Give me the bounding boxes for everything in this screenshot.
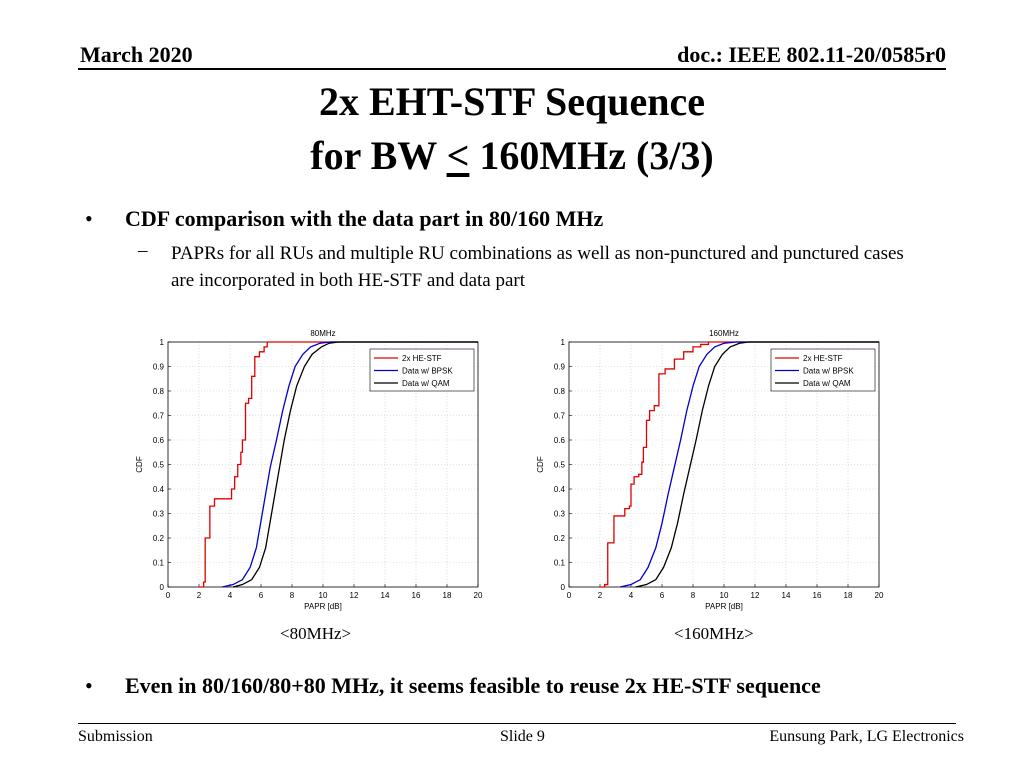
- legend-entry: Data w/ BPSK: [402, 367, 453, 376]
- x-tick-label: 6: [259, 591, 264, 600]
- y-tick-label: 0.1: [153, 559, 165, 568]
- y-tick-label: 0.8: [153, 387, 165, 396]
- y-tick-label: 0.1: [554, 559, 566, 568]
- caption-160mhz: <160MHz>: [674, 624, 754, 643]
- y-tick-label: 0.9: [554, 363, 566, 372]
- y-axis-label: CDF: [135, 456, 144, 473]
- y-tick-label: 1: [160, 338, 165, 347]
- y-tick-label: 0: [160, 583, 165, 592]
- y-tick-label: 0.2: [554, 534, 566, 543]
- y-tick-label: 0.6: [153, 436, 165, 445]
- title-suffix: 160MHz (3/3): [469, 133, 714, 178]
- sub-bullet-marker: –: [138, 240, 148, 261]
- bullet-marker-1: •: [85, 206, 93, 231]
- bullet-feasibility: Even in 80/160/80+80 MHz, it seems feasi…: [125, 673, 821, 698]
- legend-entry: 2x HE-STF: [803, 354, 843, 363]
- cdf-chart-160mhz: 160MHz 0 2 4 6 8 10 12 14 16 18 20 0 0.1 0.2 0.3 0.4 0.5 0…: [536, 329, 884, 611]
- x-tick-label: 16: [813, 591, 822, 600]
- y-tick-label: 0.5: [153, 461, 165, 470]
- x-tick-label: 4: [228, 591, 233, 600]
- y-tick-label: 0: [561, 583, 566, 592]
- x-tick-label: 0: [567, 591, 572, 600]
- y-tick-label: 0.4: [554, 485, 566, 494]
- cdf-chart-80mhz: 80MHz 0 2 4 6 8 10 12 14 16 18 20 0 0.1 0.2 0.3 0.4 0.5 0.…: [135, 329, 483, 611]
- legend-entry: Data w/ QAM: [803, 379, 851, 388]
- y-tick-label: 0.7: [554, 412, 566, 421]
- x-tick-label: 10: [319, 591, 328, 600]
- x-tick-label: 2: [197, 591, 202, 600]
- x-tick-label: 18: [844, 591, 853, 600]
- x-tick-label: 8: [691, 591, 696, 600]
- y-tick-label: 0.2: [153, 534, 165, 543]
- x-tick-label: 8: [290, 591, 295, 600]
- chart-title: 160MHz: [709, 329, 739, 338]
- footer-slide-number: Slide 9: [500, 728, 545, 745]
- x-tick-label: 14: [782, 591, 791, 600]
- x-tick-label: 20: [875, 591, 884, 600]
- series-line-data-w-qam: [635, 341, 879, 588]
- x-tick-label: 16: [412, 591, 421, 600]
- footer-rule: [78, 723, 956, 724]
- series-line-data-w-bpsk: [620, 341, 879, 588]
- caption-80mhz: <80MHz>: [280, 624, 352, 643]
- slide-title-line1: 2x EHT-STF Sequence: [319, 79, 705, 124]
- y-tick-label: 0.6: [554, 436, 566, 445]
- header-rule: [78, 68, 946, 70]
- footer-author: Eunsung Park, LG Electronics: [769, 728, 964, 745]
- slide-title-line2: for BW < 160MHz (3/3): [0, 132, 1024, 179]
- y-tick-label: 0.5: [554, 461, 566, 470]
- y-tick-label: 1: [561, 338, 566, 347]
- y-tick-label: 0.7: [153, 412, 165, 421]
- sub-bullet-papr: PAPRs for all RUs and multiple RU combin…: [171, 243, 904, 291]
- x-tick-label: 10: [720, 591, 729, 600]
- legend-entry: Data w/ QAM: [402, 379, 450, 388]
- y-tick-label: 0.4: [153, 485, 165, 494]
- x-tick-label: 12: [751, 591, 760, 600]
- chart-title: 80MHz: [310, 329, 335, 338]
- x-tick-label: 18: [443, 591, 452, 600]
- series-line-data-w-bpsk: [222, 341, 478, 588]
- bullet-cdf-comparison: CDF comparison with the data part in 80/…: [125, 206, 604, 231]
- header-date: March 2020: [80, 42, 193, 67]
- x-tick-label: 20: [474, 591, 483, 600]
- header-doc-id: doc.: IEEE 802.11-20/0585r0: [677, 42, 946, 67]
- legend-entry: 2x HE-STF: [402, 354, 442, 363]
- x-tick-label: 4: [629, 591, 634, 600]
- series-line-2x-he-stf: [199, 341, 478, 588]
- legend-entry: Data w/ BPSK: [803, 367, 854, 376]
- x-tick-label: 12: [350, 591, 359, 600]
- title-prefix: for BW: [310, 133, 447, 178]
- x-axis-label: PAPR [dB]: [304, 602, 342, 611]
- x-tick-label: 0: [166, 591, 171, 600]
- x-tick-label: 6: [660, 591, 665, 600]
- y-tick-label: 0.9: [153, 363, 165, 372]
- y-tick-label: 0.8: [554, 387, 566, 396]
- series-line-data-w-qam: [232, 341, 478, 588]
- y-tick-label: 0.3: [554, 510, 566, 519]
- footer-submission: Submission: [78, 728, 153, 745]
- title-less-equal-symbol: <: [446, 133, 470, 178]
- series-line-2x-he-stf: [600, 341, 879, 588]
- x-tick-label: 2: [598, 591, 603, 600]
- x-tick-label: 14: [381, 591, 390, 600]
- y-axis-label: CDF: [536, 456, 545, 473]
- bullet-marker-2: •: [85, 673, 93, 698]
- y-tick-label: 0.3: [153, 510, 165, 519]
- x-axis-label: PAPR [dB]: [705, 602, 743, 611]
